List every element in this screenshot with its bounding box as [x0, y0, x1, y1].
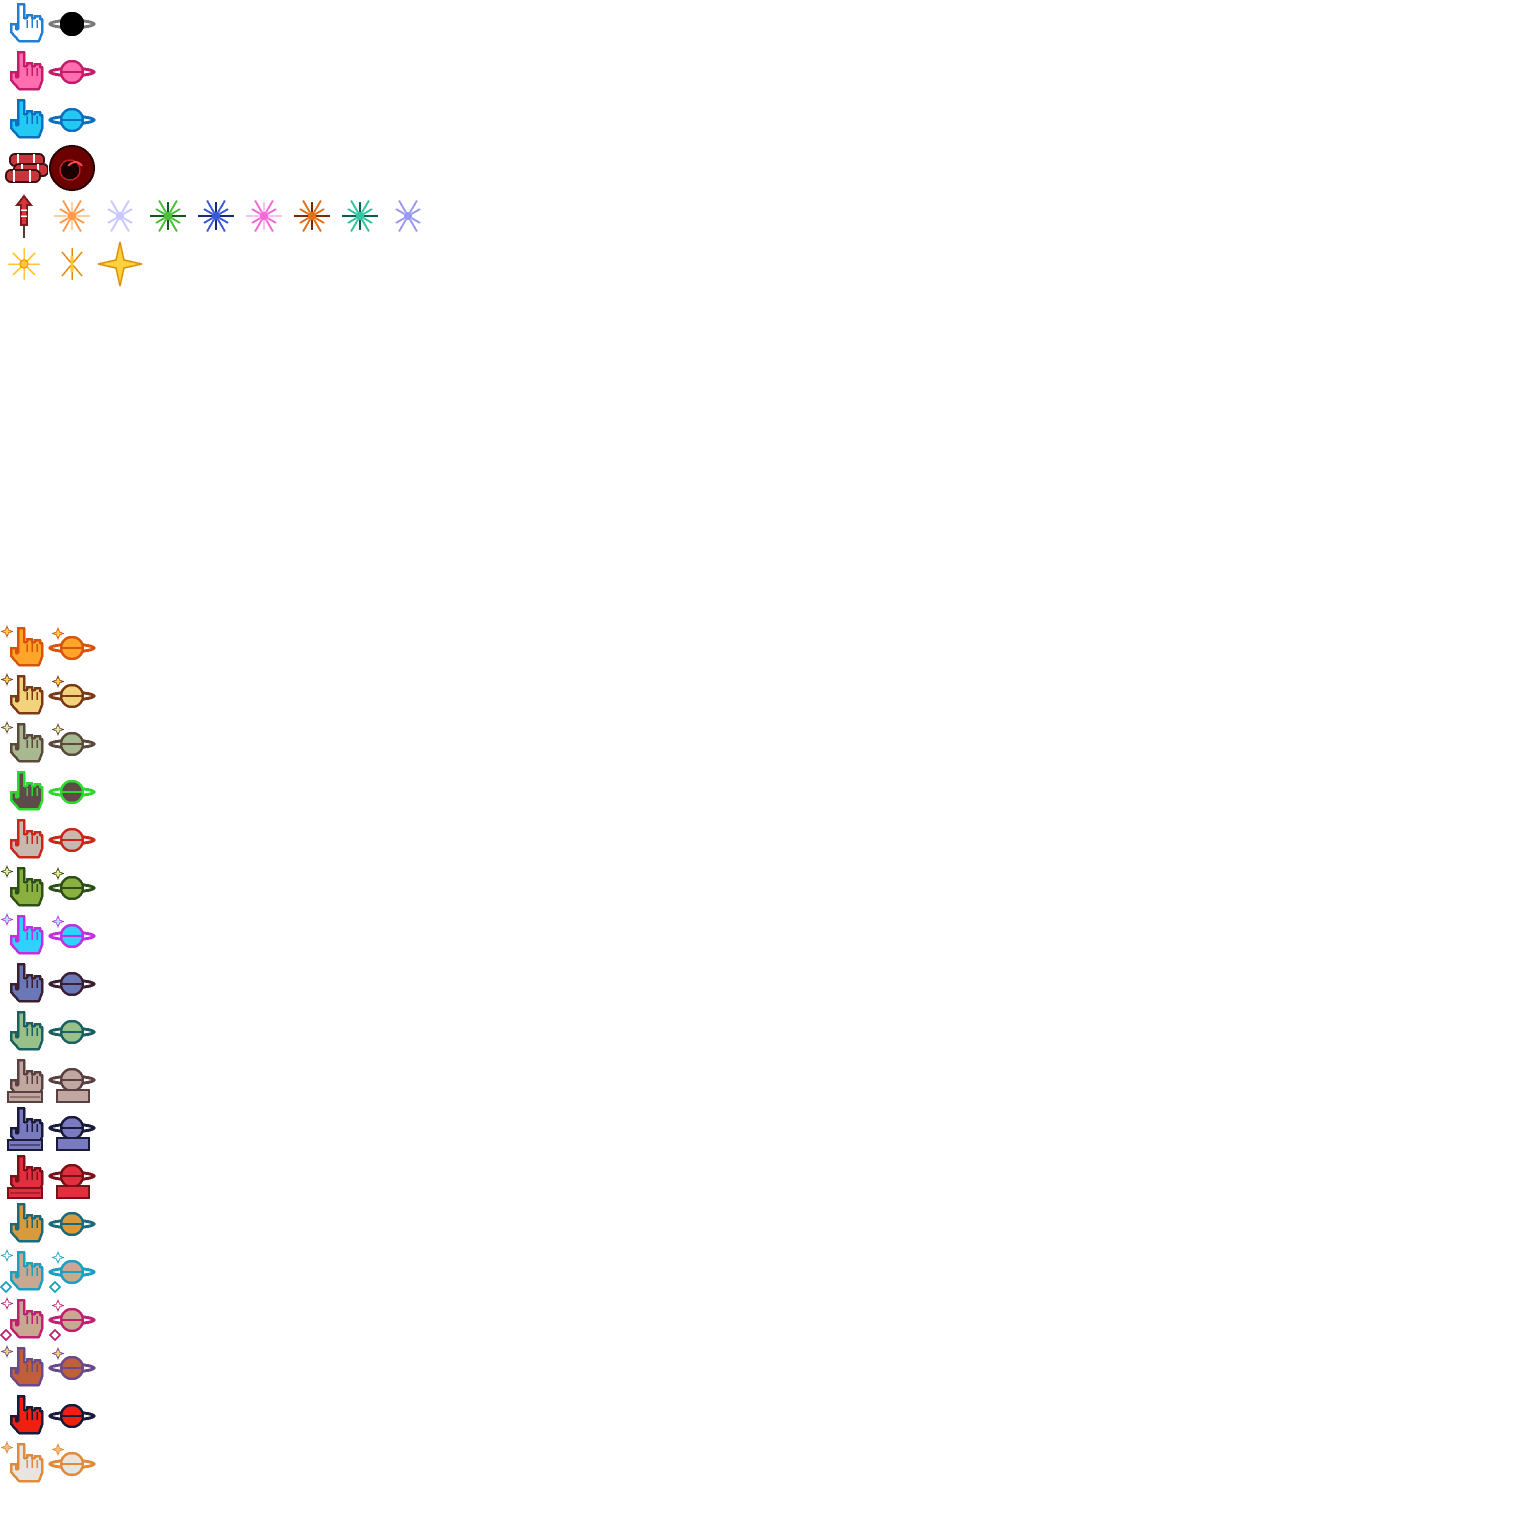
hand-cursor-icon: [0, 96, 48, 144]
orbit-cursor-icon: [48, 816, 96, 864]
hand-cursor-icon: [0, 1152, 48, 1200]
orbit-cursor-icon: [48, 1248, 96, 1296]
orbit-cursor-icon: [48, 1104, 96, 1152]
dark-orb-icon: [48, 144, 96, 192]
orbit-cursor-icon: [48, 624, 96, 672]
hand-cursor-icon: [0, 1248, 48, 1296]
firework-burst-icon: [288, 192, 336, 240]
hand-cursor-icon: [0, 816, 48, 864]
firework-rocket-icon: [0, 192, 48, 240]
hand-cursor-icon: [0, 1440, 48, 1488]
hand-cursor-icon: [0, 1200, 48, 1248]
firework-burst-icon: [96, 192, 144, 240]
firework-burst-icon: [336, 192, 384, 240]
orbit-cursor-icon: [48, 96, 96, 144]
orbit-cursor-icon: [48, 1008, 96, 1056]
hand-cursor-icon: [0, 672, 48, 720]
firework-burst-icon: [240, 192, 288, 240]
hand-cursor-icon: [0, 1344, 48, 1392]
hand-cursor-icon: [0, 1392, 48, 1440]
hand-cursor-icon: [0, 720, 48, 768]
hand-cursor-icon: [0, 1008, 48, 1056]
hand-cursor-icon: [0, 864, 48, 912]
sparkle-cross-icon: [48, 240, 96, 288]
orbit-cursor-icon: [48, 960, 96, 1008]
firework-burst-icon: [144, 192, 192, 240]
orbit-cursor-icon: [48, 1392, 96, 1440]
dynamite-icon: [0, 144, 48, 192]
orbit-cursor-icon: [48, 720, 96, 768]
orbit-cursor-icon: [48, 864, 96, 912]
sparkle-small-icon: [0, 240, 48, 288]
firework-burst-icon: [48, 192, 96, 240]
orbit-cursor-icon: [48, 48, 96, 96]
orbit-cursor-icon: [48, 1296, 96, 1344]
orbit-cursor-icon: [48, 1200, 96, 1248]
firework-burst-icon: [192, 192, 240, 240]
orbit-cursor-icon: [48, 1152, 96, 1200]
orbit-cursor-icon: [48, 0, 96, 48]
orbit-cursor-icon: [48, 768, 96, 816]
hand-cursor-icon: [0, 0, 48, 48]
sparkle-star-icon: [96, 240, 144, 288]
hand-cursor-icon: [0, 1104, 48, 1152]
firework-burst-icon: [384, 192, 432, 240]
hand-cursor-icon: [0, 912, 48, 960]
orbit-cursor-icon: [48, 1056, 96, 1104]
orbit-cursor-icon: [48, 672, 96, 720]
hand-cursor-icon: [0, 624, 48, 672]
hand-cursor-icon: [0, 960, 48, 1008]
hand-cursor-icon: [0, 1056, 48, 1104]
hand-cursor-icon: [0, 768, 48, 816]
hand-cursor-icon: [0, 48, 48, 96]
orbit-cursor-icon: [48, 1440, 96, 1488]
hand-cursor-icon: [0, 1296, 48, 1344]
orbit-cursor-icon: [48, 912, 96, 960]
orbit-cursor-icon: [48, 1344, 96, 1392]
